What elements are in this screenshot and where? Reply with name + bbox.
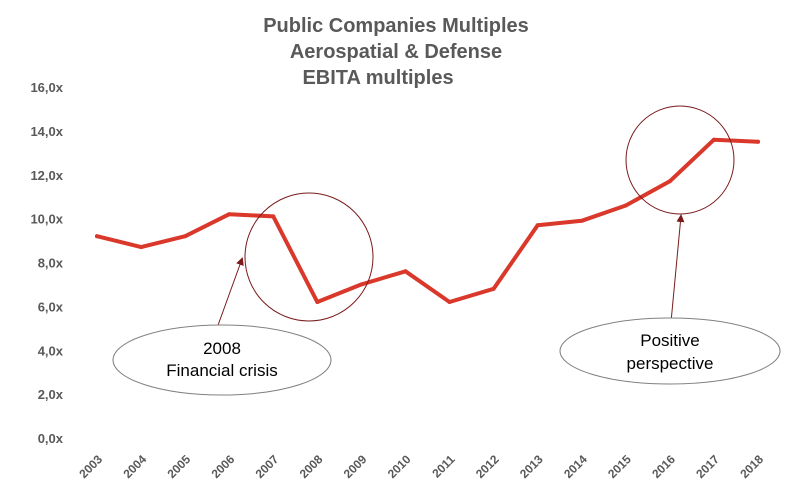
data-point xyxy=(711,137,716,142)
x-tick-label: 2010 xyxy=(385,452,414,481)
y-tick-label: 16,0x xyxy=(30,80,63,95)
x-tick-label: 2014 xyxy=(561,452,590,481)
y-axis: 0,0x 2,0x 4,0x 6,0x 8,0x 10,0x 12,0x 14,0x 16,0x xyxy=(30,80,63,446)
x-tick-label: 2004 xyxy=(120,452,149,481)
data-point xyxy=(491,286,496,291)
y-tick-label: 12,0x xyxy=(30,168,63,183)
x-tick-label: 2013 xyxy=(517,452,546,481)
x-tick-label: 2006 xyxy=(209,452,238,481)
x-tick-label: 2018 xyxy=(737,452,766,481)
data-point xyxy=(403,269,408,274)
crisis-callout-line-1: 2008 xyxy=(203,339,241,358)
data-point xyxy=(579,218,584,223)
data-point xyxy=(315,300,320,304)
annotation-financial-crisis: 2008 Financial crisis xyxy=(112,192,374,396)
title-line-2: Aerospatial & Defense xyxy=(290,41,502,63)
crisis-callout-ellipse xyxy=(112,324,332,396)
title-line-1: Public Companies Multiples xyxy=(263,15,529,37)
y-tick-label: 10,0x xyxy=(30,212,63,227)
y-tick-label: 14,0x xyxy=(30,124,63,139)
x-tick-label: 2009 xyxy=(341,452,370,481)
series-layer xyxy=(95,137,760,304)
positive-callout-line-1: Positive xyxy=(640,331,700,350)
x-axis: 2003 2004 2005 2006 2007 2008 2009 2010 2011 2012… xyxy=(76,452,766,481)
x-tick-label: 2007 xyxy=(253,452,282,481)
data-point xyxy=(535,223,540,228)
chart-title: Public Companies Multiples Aerospatial &… xyxy=(263,15,529,89)
x-tick-label: 2015 xyxy=(605,452,634,481)
positive-circle xyxy=(625,105,735,215)
data-point xyxy=(623,203,628,208)
y-tick-label: 6,0x xyxy=(38,299,64,314)
annotation-positive-perspective: Positive perspective xyxy=(559,105,781,385)
data-point xyxy=(183,234,188,239)
crisis-arrow xyxy=(216,257,244,329)
x-tick-label: 2012 xyxy=(473,452,502,481)
y-tick-label: 4,0x xyxy=(38,343,64,358)
crisis-circle xyxy=(244,192,374,322)
y-tick-label: 2,0x xyxy=(38,387,64,402)
x-tick-label: 2017 xyxy=(693,452,722,481)
data-point xyxy=(271,214,276,219)
data-point xyxy=(447,300,452,304)
data-point xyxy=(359,282,364,287)
y-tick-label: 0,0x xyxy=(38,431,64,446)
title-line-3: EBITA multiples xyxy=(302,67,453,89)
positive-callout-ellipse xyxy=(559,317,781,385)
data-point xyxy=(756,139,760,144)
x-tick-label: 2003 xyxy=(76,452,105,481)
data-point xyxy=(667,179,672,184)
y-tick-label: 8,0x xyxy=(38,256,64,271)
positive-arrow xyxy=(670,214,685,323)
x-tick-label: 2008 xyxy=(297,452,326,481)
positive-callout-line-2: perspective xyxy=(627,354,714,373)
data-point xyxy=(139,245,144,250)
x-tick-label: 2016 xyxy=(649,452,678,481)
series-line xyxy=(95,137,760,304)
x-tick-label: 2011 xyxy=(429,452,458,481)
crisis-callout-line-2: Financial crisis xyxy=(166,361,277,380)
x-tick-label: 2005 xyxy=(164,452,193,481)
data-point xyxy=(227,212,232,217)
data-point xyxy=(95,234,99,239)
